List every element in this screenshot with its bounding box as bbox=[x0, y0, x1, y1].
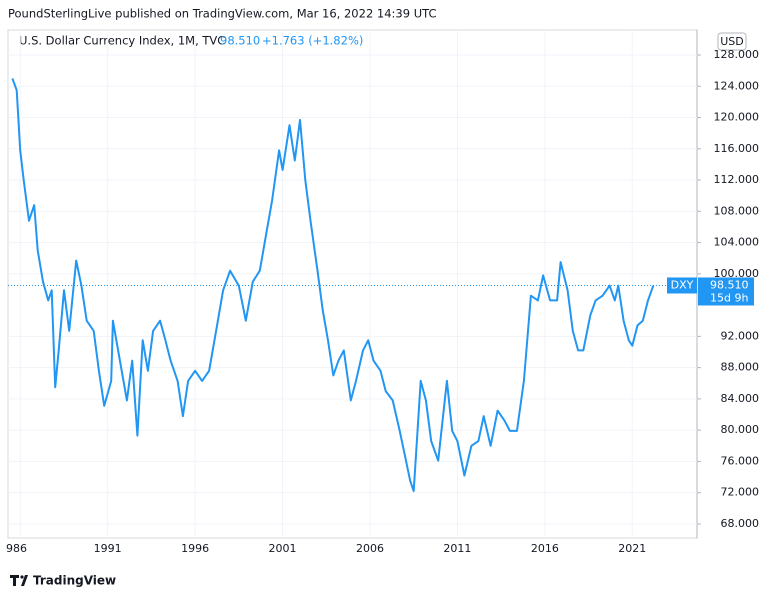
y-tick-label: 104.000 bbox=[714, 236, 760, 249]
symbol-box bbox=[667, 277, 697, 294]
header-price: 98.510 bbox=[220, 34, 260, 48]
currency-box[interactable] bbox=[717, 32, 747, 51]
x-tick-label: 2001 bbox=[269, 542, 297, 555]
y-tick-label: 116.000 bbox=[714, 142, 760, 155]
y-tick-label: 68.000 bbox=[721, 517, 760, 530]
x-tick-label: 1991 bbox=[94, 542, 122, 555]
currency-label[interactable]: USD bbox=[720, 35, 744, 48]
countdown-label: 15d 9h bbox=[710, 291, 748, 304]
x-tick-label: 2011 bbox=[443, 542, 471, 555]
price-box bbox=[698, 277, 754, 306]
y-tick-label: 84.000 bbox=[721, 392, 760, 405]
y-tick-label: 88.000 bbox=[721, 361, 760, 374]
y-tick-label: 108.000 bbox=[714, 204, 760, 217]
y-tick-label: 92.000 bbox=[721, 329, 760, 342]
y-tick-label: 124.000 bbox=[714, 79, 760, 92]
y-tick-label: 100.000 bbox=[714, 267, 760, 280]
x-tick-label: 986 bbox=[6, 542, 27, 555]
symbol-label: DXY bbox=[671, 278, 694, 291]
logo-text: TradingView bbox=[33, 574, 116, 588]
y-tick-label: 80.000 bbox=[721, 423, 760, 436]
y-tick-label: 112.000 bbox=[714, 173, 760, 186]
y-tick-label: 72.000 bbox=[721, 486, 760, 499]
y-tick-label: 76.000 bbox=[721, 454, 760, 467]
x-tick-label: 2006 bbox=[356, 542, 384, 555]
price-label: 98.510 bbox=[710, 278, 749, 291]
price-line bbox=[11, 78, 655, 493]
grid bbox=[8, 30, 697, 538]
y-tick-label: 120.000 bbox=[714, 111, 760, 124]
header-change: +1.763 (+1.82%) bbox=[262, 34, 363, 48]
x-tick-label: 2021 bbox=[618, 542, 646, 555]
publisher-line: PoundSterlingLive published on TradingVi… bbox=[8, 7, 437, 21]
logo-icon bbox=[10, 575, 28, 586]
chart-title: U.S. Dollar Currency Index, 1M, TVC bbox=[19, 34, 225, 48]
x-tick-label: 2016 bbox=[531, 542, 559, 555]
y-tick-label: 128.000 bbox=[714, 48, 760, 61]
x-tick-label: 1996 bbox=[181, 542, 209, 555]
